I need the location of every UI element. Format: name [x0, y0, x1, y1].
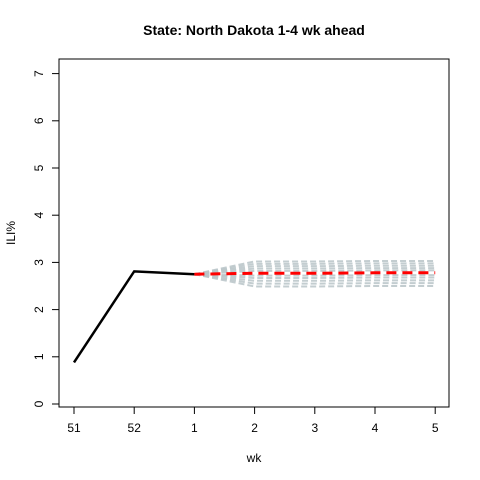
forecast-samples: [194, 259, 436, 288]
x-tick-label: 1: [191, 421, 198, 435]
forecast-sample-line: [194, 273, 436, 277]
y-axis: 0 1 2 3 4 5 6 7: [32, 70, 60, 407]
forecast-sample-line: [194, 264, 436, 276]
forecast-sample-line: [194, 273, 436, 279]
forecast-sample-line: [194, 259, 436, 276]
y-axis-label: ILI%: [4, 221, 18, 245]
forecast-sample-line: [194, 269, 436, 276]
y-tick-label: 0: [32, 400, 46, 407]
forecast-mean-series: [194, 271, 436, 276]
chart-title: State: North Dakota 1-4 wk ahead: [143, 22, 365, 38]
x-axis-label: wk: [246, 451, 263, 465]
x-tick-label: 3: [311, 421, 318, 435]
forecast-sample-line: [194, 273, 436, 282]
x-tick-label: 2: [251, 421, 258, 435]
forecast-sample-line: [194, 262, 436, 276]
forecast-sample-line: [194, 273, 436, 288]
observed-line: [72, 270, 195, 364]
forecast-mean-line: [194, 271, 436, 276]
y-tick-label: 3: [32, 259, 46, 266]
y-tick-label: 2: [32, 306, 46, 313]
x-tick-label: 4: [372, 421, 379, 435]
x-tick-label: 51: [67, 421, 81, 435]
forecast-sample-line: [194, 267, 436, 276]
plot-frame: [58, 58, 450, 408]
forecast-sample-line: [194, 273, 436, 285]
x-tick-label: 5: [432, 421, 439, 435]
y-tick-label: 7: [32, 70, 46, 77]
x-tick-label: 52: [128, 421, 142, 435]
y-tick-label: 1: [32, 353, 46, 360]
observed-series: [72, 270, 195, 364]
y-tick-label: 6: [32, 117, 46, 124]
y-tick-label: 5: [32, 164, 46, 171]
y-tick-label: 4: [32, 212, 46, 219]
x-axis: 51 52 1 2 3 4 5: [67, 406, 439, 435]
